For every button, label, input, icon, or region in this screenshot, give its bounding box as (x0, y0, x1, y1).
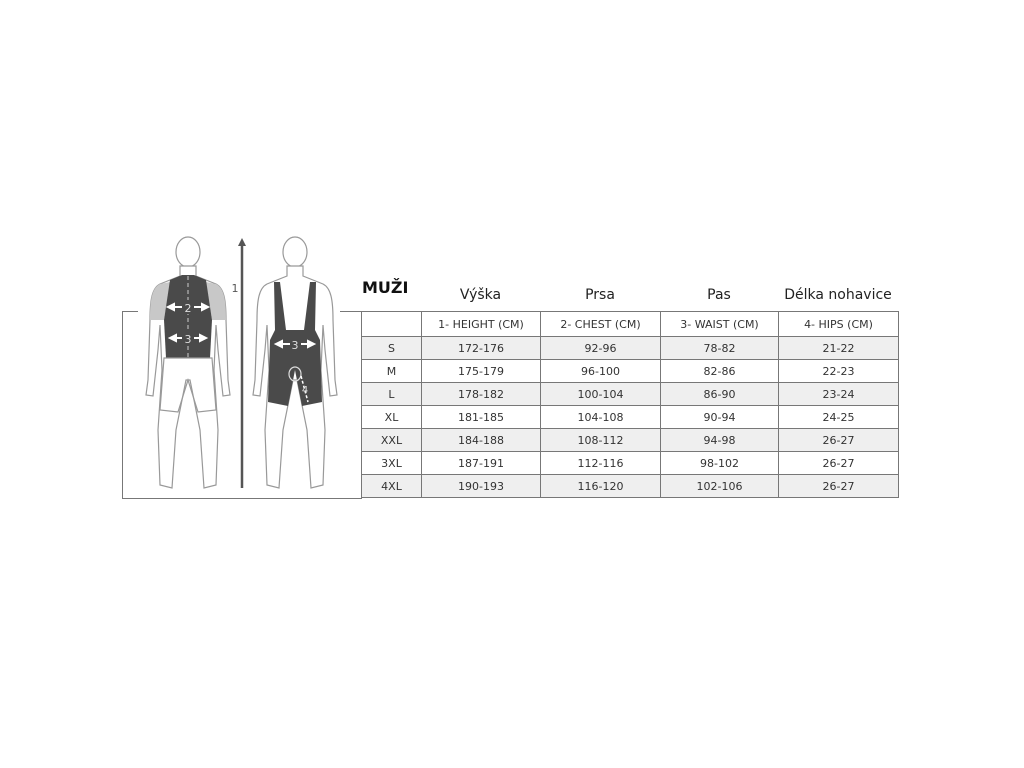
column-title-hips: Délka nohavice (784, 287, 892, 303)
waist-front-label: 3 (185, 333, 192, 346)
table-row: 3XL 187-191 112-116 98-102 26-27 (361, 451, 899, 475)
table-row: M 175-179 96-100 82-86 22-23 (361, 359, 899, 383)
height-arrow-icon (238, 238, 246, 488)
frame-top-left (122, 311, 138, 312)
cell-height: 181-185 (421, 405, 541, 429)
front-figure (145, 236, 231, 489)
frame-top-mid (340, 311, 361, 312)
cell-height: 187-191 (421, 451, 541, 475)
cell-hips: 21-22 (778, 336, 899, 360)
header-cell-chest: 2- CHEST (CM) (540, 311, 661, 337)
cell-chest: 116-120 (540, 474, 661, 498)
chest-label: 2 (185, 302, 192, 315)
cell-size: M (361, 359, 422, 383)
page-title: MUŽI (362, 278, 409, 297)
cell-height: 190-193 (421, 474, 541, 498)
cell-chest: 108-112 (540, 428, 661, 452)
cell-size: XL (361, 405, 422, 429)
column-title-waist: Pas (707, 287, 731, 303)
cell-size: S (361, 336, 422, 360)
body-measurement-figures: 2 3 1 3 4 (145, 236, 338, 489)
header-cell-waist: 3- WAIST (CM) (660, 311, 779, 337)
waist-back-label: 3 (292, 339, 299, 352)
cell-size: 3XL (361, 451, 422, 475)
header-cell-size (361, 311, 422, 337)
cell-waist: 82-86 (660, 359, 779, 383)
cell-waist: 78-82 (660, 336, 779, 360)
header-cell-height: 1- HEIGHT (CM) (421, 311, 541, 337)
cell-size: L (361, 382, 422, 406)
frame-bottom (122, 498, 362, 499)
cell-chest: 104-108 (540, 405, 661, 429)
table-row: XXL 184-188 108-112 94-98 26-27 (361, 428, 899, 452)
table-row: 4XL 190-193 116-120 102-106 26-27 (361, 474, 899, 498)
cell-waist: 94-98 (660, 428, 779, 452)
cell-hips: 26-27 (778, 428, 899, 452)
cell-height: 178-182 (421, 382, 541, 406)
column-title-chest: Prsa (585, 287, 615, 303)
cell-height: 184-188 (421, 428, 541, 452)
table-row: XL 181-185 104-108 90-94 24-25 (361, 405, 899, 429)
cell-size: 4XL (361, 474, 422, 498)
hips-arrow-icon (300, 375, 309, 403)
cell-hips: 23-24 (778, 382, 899, 406)
cell-chest: 92-96 (540, 336, 661, 360)
jersey-sleeves (150, 282, 226, 320)
header-cell-hips: 4- HIPS (CM) (778, 311, 899, 337)
table-row: L 178-182 100-104 86-90 23-24 (361, 382, 899, 406)
cell-hips: 22-23 (778, 359, 899, 383)
cell-chest: 100-104 (540, 382, 661, 406)
cell-chest: 96-100 (540, 359, 661, 383)
cell-hips: 24-25 (778, 405, 899, 429)
size-table: 1- HEIGHT (CM) 2- CHEST (CM) 3- WAIST (C… (361, 311, 899, 498)
cell-chest: 112-116 (540, 451, 661, 475)
cell-hips: 26-27 (778, 474, 899, 498)
cell-waist: 86-90 (660, 382, 779, 406)
table-header-row: 1- HEIGHT (CM) 2- CHEST (CM) 3- WAIST (C… (361, 311, 899, 337)
cell-height: 175-179 (421, 359, 541, 383)
cell-waist: 98-102 (660, 451, 779, 475)
cell-height: 172-176 (421, 336, 541, 360)
cell-waist: 102-106 (660, 474, 779, 498)
cell-size: XXL (361, 428, 422, 452)
frame-left (122, 311, 123, 498)
hips-label: 4 (302, 385, 308, 396)
cell-hips: 26-27 (778, 451, 899, 475)
height-label: 1 (232, 282, 239, 295)
column-title-height: Výška (459, 287, 502, 303)
table-row: S 172-176 92-96 78-82 21-22 (361, 336, 899, 360)
cell-waist: 90-94 (660, 405, 779, 429)
